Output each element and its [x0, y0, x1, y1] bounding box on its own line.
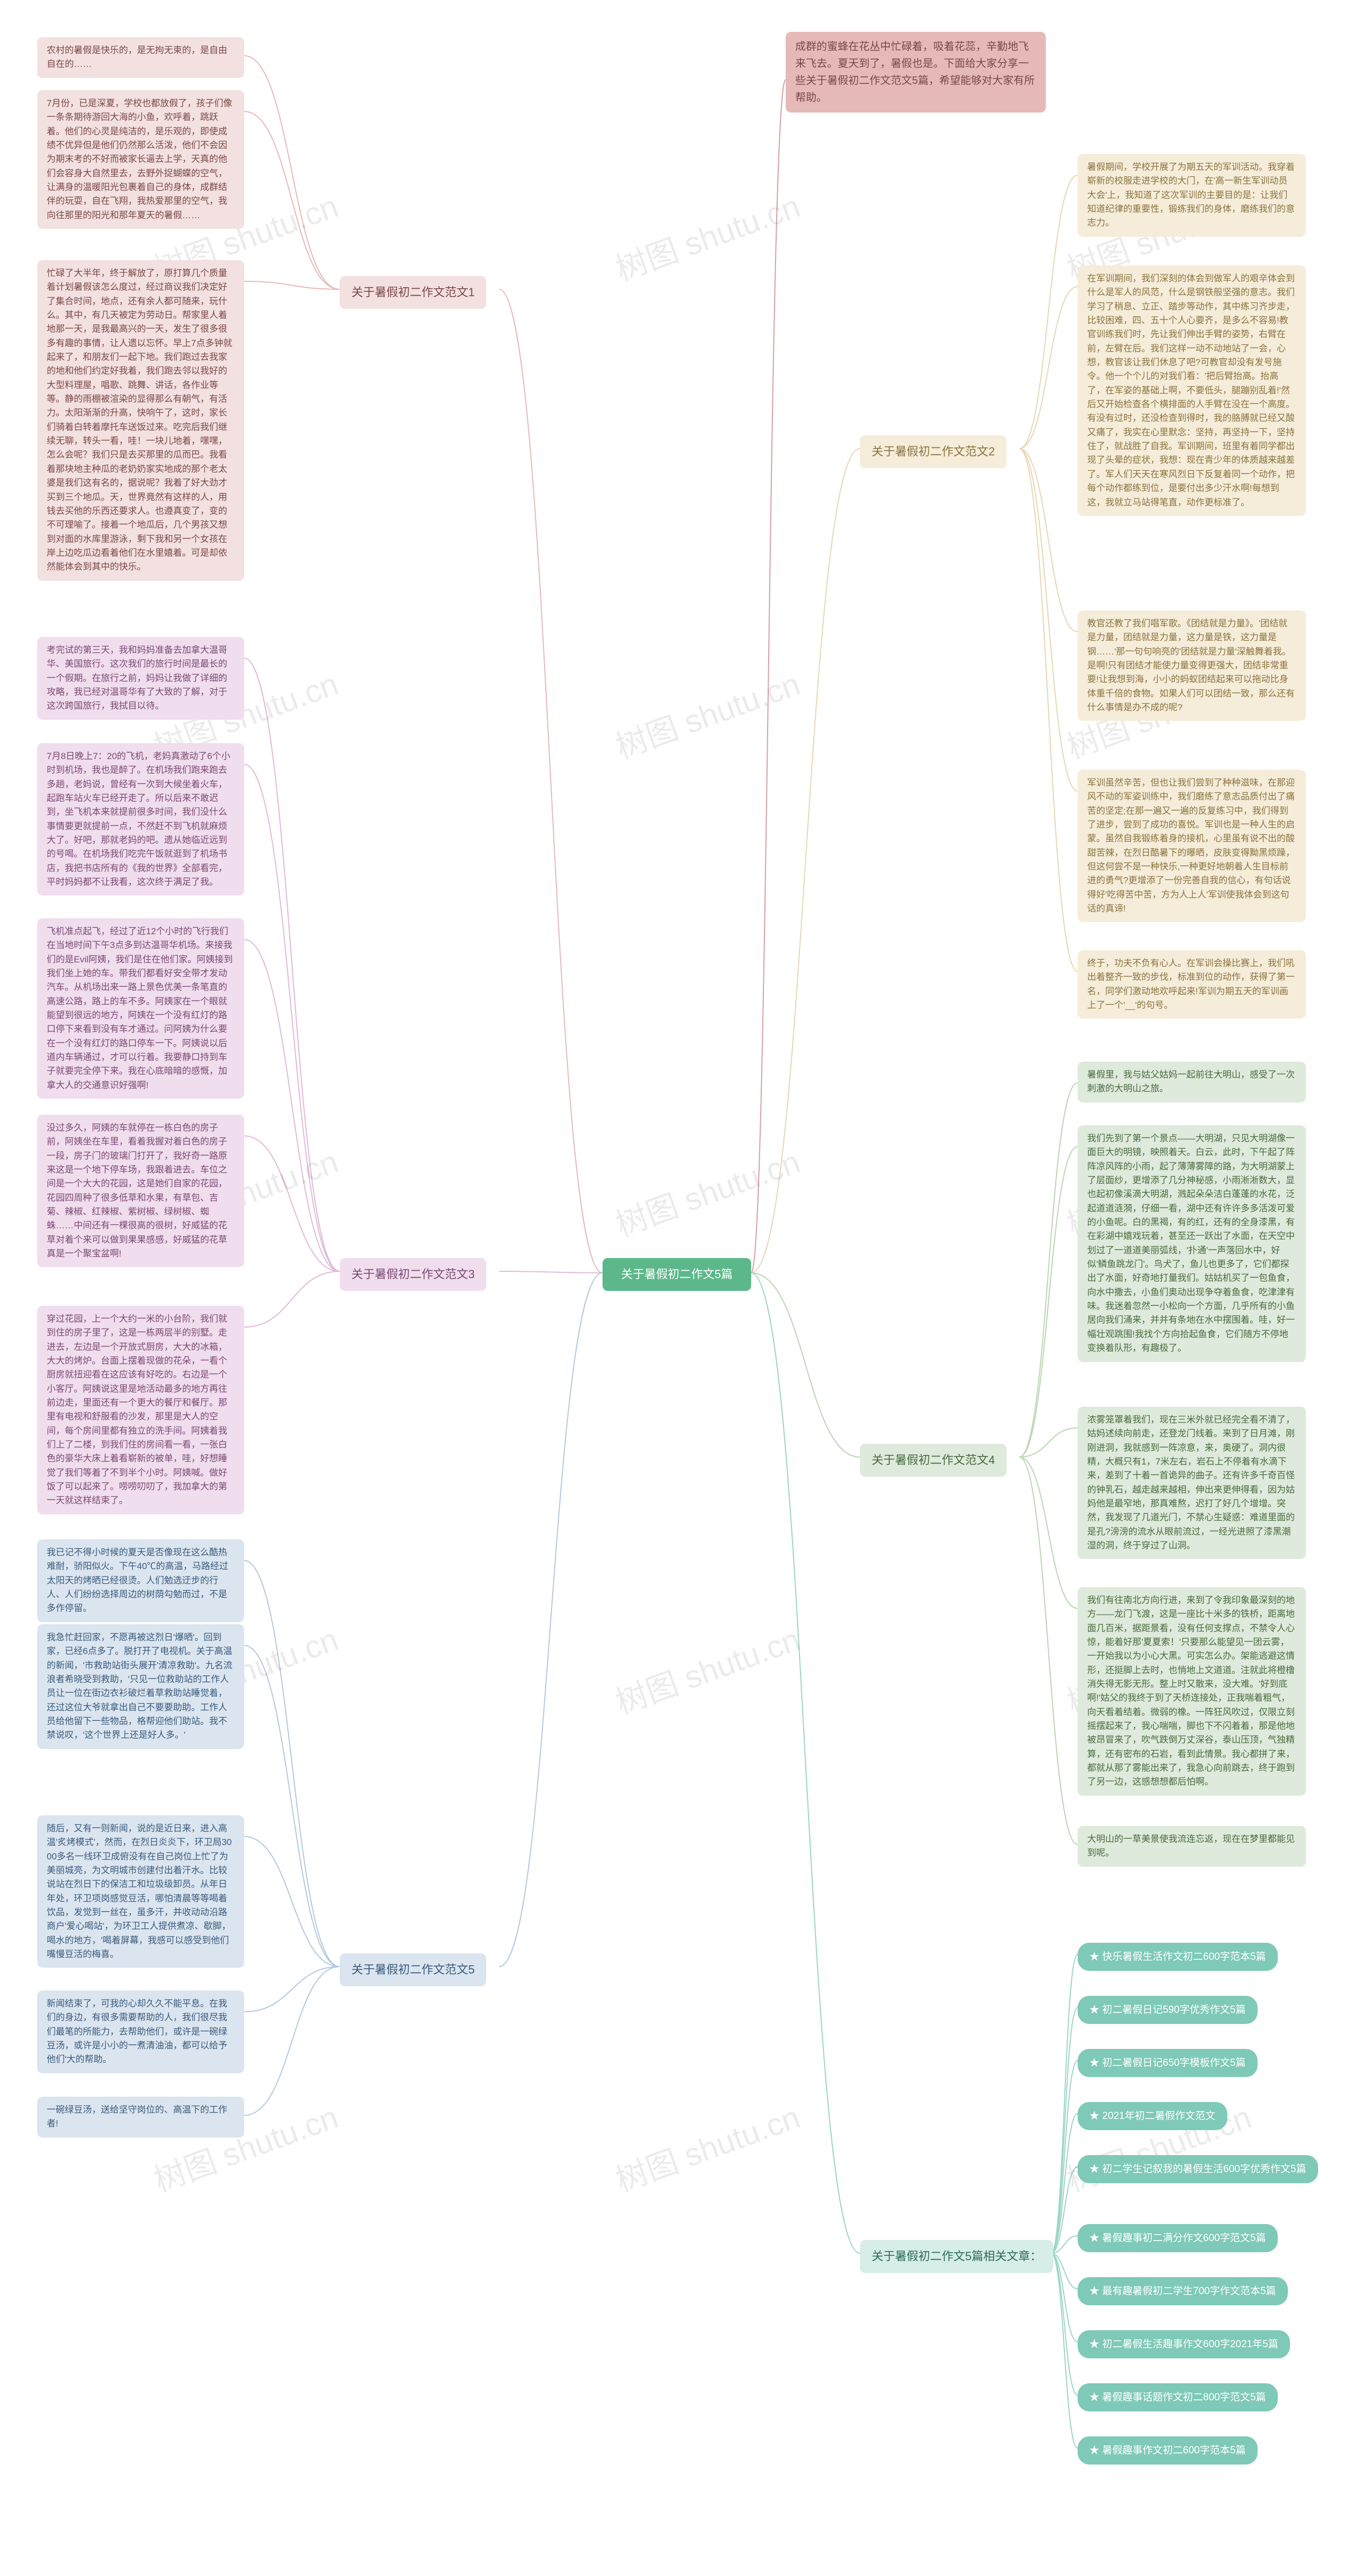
- watermark: 树图 shutu.cn: [608, 2091, 805, 2201]
- leaf-node: 没过多久，阿姨的车就停在一栋白色的房子前，阿姨坐在车里，看着我握对着白色的房子一…: [37, 1115, 244, 1267]
- leaf-node: 在军训期间，我们深刻的体会到做军人的艰辛体会到什么是军人的风范，什么是钢铁般坚强…: [1078, 265, 1306, 516]
- leaf-node: 7月份，已是深夏，学校也都放假了，孩子们像一条条期待游回大海的小鱼，欢呼着，跳跃…: [37, 90, 244, 229]
- leaf-node: 农村的暑假是快乐的，是无拘无束的，是自由自在的……: [37, 37, 244, 78]
- related-article-pill[interactable]: ★ 初二学生记叙我的暑假生活600字优秀作文5篇: [1078, 2155, 1318, 2183]
- branch-node: 关于暑假初二作文范文1: [340, 276, 486, 309]
- root-node: 关于暑假初二作文5篇: [603, 1258, 751, 1291]
- leaf-node: 暑假期间，学校开展了为期五天的军训活动。我穿着崭新的校服走进学校的大门，在'高一…: [1078, 154, 1306, 237]
- watermark: 树图 shutu.cn: [608, 1614, 805, 1723]
- watermark: 树图 shutu.cn: [608, 658, 805, 768]
- leaf-node: 考完试的第三天，我和妈妈准备去加拿大温哥华、美国旅行。这次我们的旅行时间是最长的…: [37, 637, 244, 720]
- watermark: 树图 shutu.cn: [608, 1136, 805, 1245]
- related-article-pill[interactable]: ★ 最有趣暑假初二学生700字作文范本5篇: [1078, 2277, 1288, 2305]
- related-article-pill[interactable]: ★ 暑假趣事作文初二600字范本5篇: [1078, 2436, 1258, 2465]
- leaf-node: 终于，功夫不负有心人。在军训会操比赛上，我们吼出着整齐一致的步伐，标准到位的动作…: [1078, 950, 1306, 1019]
- branch-node: 关于暑假初二作文范文4: [860, 1444, 1007, 1477]
- related-article-pill[interactable]: ★ 2021年初二暑假作文范文: [1078, 2102, 1227, 2130]
- related-article-pill[interactable]: ★ 初二暑假日记590字优秀作文5篇: [1078, 1996, 1258, 2024]
- leaf-node: 暑假里，我与姑父姑妈一起前往大明山，感受了一次刺激的大明山之旅。: [1078, 1062, 1306, 1102]
- related-article-pill[interactable]: ★ 初二暑假日记650字模板作文5篇: [1078, 2049, 1258, 2077]
- leaf-node: 新闻结束了，可我的心却久久不能平息。在我们的身边，有很多需要帮助的人，我们很尽我…: [37, 1991, 244, 2073]
- watermark: 树图 shutu.cn: [608, 180, 805, 290]
- leaf-node: 教官还教了我们唱军歌。《团结就是力量》。'团结就是力量，团结就是力量，这力量是铁…: [1078, 610, 1306, 721]
- leaf-node: 7月8日晚上7：20的飞机，老妈真激动了6个小时到机场，我也是醉了。在机场我们跑…: [37, 743, 244, 895]
- leaf-node: 随后，又有一则新闻，说的是近日来，进入高温'炙烤模式'，然而，在烈日炎炎下，环卫…: [37, 1815, 244, 1968]
- related-article-pill[interactable]: ★ 初二暑假生活趣事作文600字2021年5篇: [1078, 2330, 1290, 2358]
- leaf-node: 忙碌了大半年，终于解放了，原打算几个质量着计划暑假该怎么度过，经过商议我们决定好…: [37, 260, 244, 581]
- related-article-pill[interactable]: ★ 暑假趣事话题作文初二800字范文5篇: [1078, 2383, 1278, 2411]
- leaf-node: 穿过花园，上一个大约一米的小台阶，我们就到住的房子里了，这是一栋两层半的别墅。走…: [37, 1306, 244, 1514]
- intro-box: 成群的蜜蜂在花丛中忙碌着，吸着花蕊，辛勤地飞来飞去。夏天到了，暑假也是。下面给大…: [786, 32, 1046, 113]
- leaf-node: 大明山的一草美景使我流连忘返，现在在梦里都能见到呢。: [1078, 1826, 1306, 1867]
- related-article-pill[interactable]: ★ 快乐暑假生活作文初二600字范本5篇: [1078, 1943, 1278, 1971]
- leaf-node: 军训虽然辛苦，但也让我们尝到了种种滋味，在那迎风不动的军姿训练中，我们磨练了意志…: [1078, 770, 1306, 922]
- leaf-node: 我们先到了第一个景点——大明湖，只见大明湖像一面巨大的明镜，映照着天。白云，此时…: [1078, 1125, 1306, 1362]
- leaf-node: 我已记不得小时候的夏天是否像现在这么酷热难耐，骄阳似火。下午40℃的高温，马路经…: [37, 1539, 244, 1622]
- branch-node: 关于暑假初二作文范文3: [340, 1258, 486, 1291]
- related-article-pill[interactable]: ★ 暑假趣事初二满分作文600字范文5篇: [1078, 2224, 1278, 2252]
- branch-node: 关于暑假初二作文范文5: [340, 1953, 486, 1986]
- leaf-node: 我急忙赶回家，不愿再被这烈日'爆晒'。回到家，已经6点多了。脱打开了电视机。关于…: [37, 1624, 244, 1749]
- leaf-node: 我们有往南北方向行进，来到了令我印象最深刻的地方——龙门飞渡，这是一座比十米多的…: [1078, 1587, 1306, 1796]
- leaf-node: 浓雾笼罩着我们，现在三米外就已经完全看不清了，姑妈述续向前走，还登龙门线着。来到…: [1078, 1407, 1306, 1559]
- branch-node: 关于暑假初二作文5篇相关文章：: [860, 2240, 1053, 2273]
- leaf-node: 一碗绿豆汤，送给坚守岗位的、高温下的工作者!: [37, 2097, 244, 2138]
- branch-node: 关于暑假初二作文范文2: [860, 435, 1007, 468]
- leaf-node: 飞机准点起飞，经过了近12个小时的飞行我们在当地时间下午3点多到达温哥华机场。来…: [37, 918, 244, 1099]
